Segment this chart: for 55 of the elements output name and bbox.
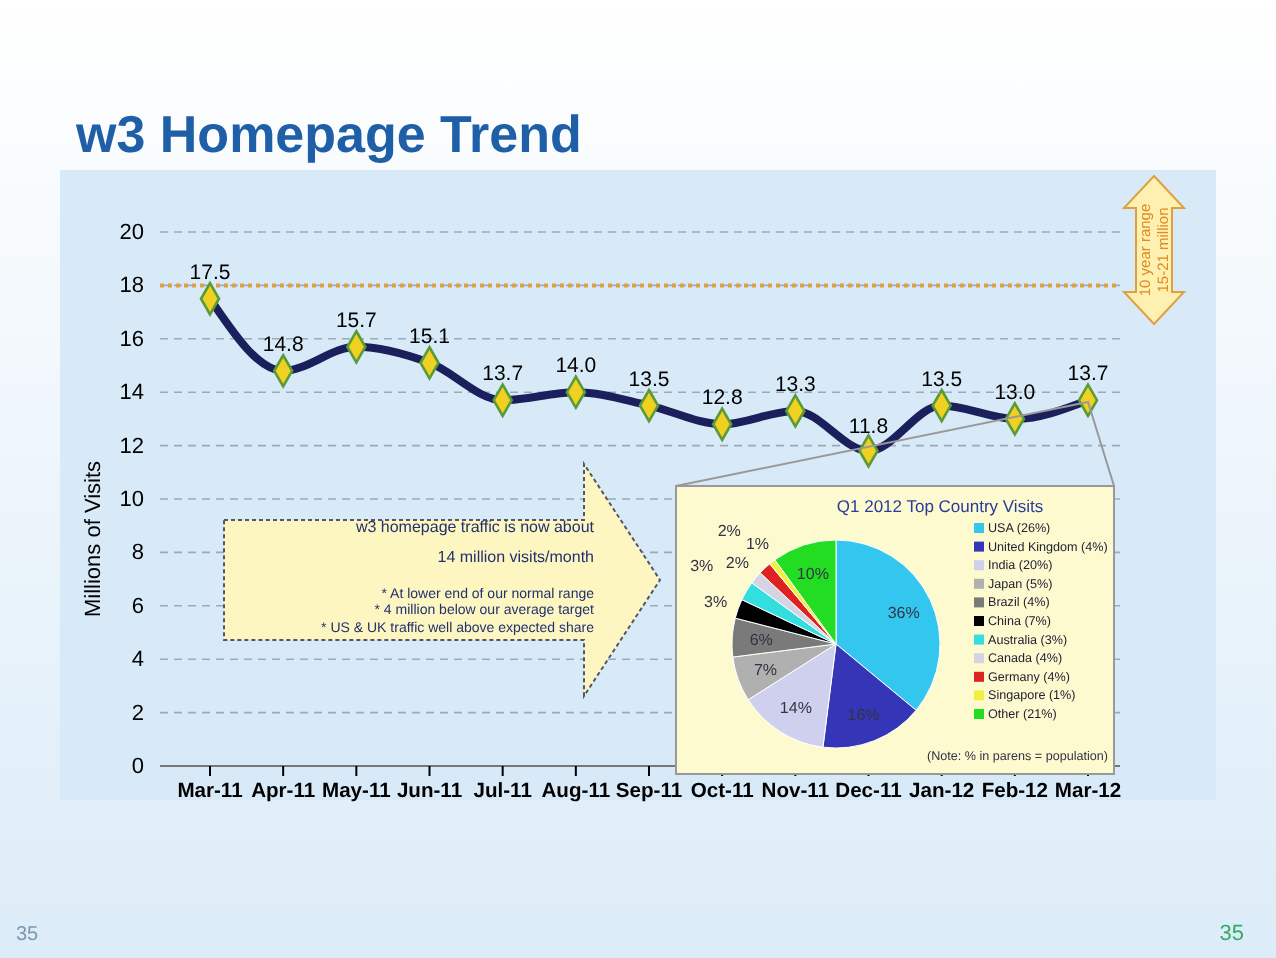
y-tick-label: 8 (131, 541, 144, 566)
x-tick-label: Dec-11 (835, 780, 903, 803)
data-label: 13.5 (921, 367, 963, 392)
data-label: 17.5 (189, 260, 231, 285)
text: 35 (16, 924, 40, 946)
y-tick-label: 6 (131, 594, 144, 619)
y-tick-label: 18 (119, 274, 144, 299)
y-tick-label: 12 (119, 434, 144, 459)
data-label: 7% (753, 661, 778, 680)
data-label: 14.8 (262, 332, 304, 357)
data-label: 10% (796, 564, 829, 583)
x-tick-label: May-11 (321, 780, 392, 803)
data-label: 16% (847, 705, 880, 724)
data-label: 14% (779, 699, 812, 718)
data-label: 3% (704, 592, 728, 611)
data-label: 13.3 (774, 372, 817, 397)
y-tick-label: 0 (131, 755, 144, 780)
data-label: 15.7 (335, 308, 378, 333)
data-label: 3% (690, 556, 714, 575)
x-tick-label: Jun-11 (396, 780, 463, 803)
data-label: 13.7 (482, 362, 524, 387)
data-label: 11.8 (848, 414, 889, 439)
data-label: 2% (717, 522, 741, 541)
y-tick-label: 4 (131, 648, 144, 673)
y-tick-label: 10 (119, 488, 144, 513)
annotation: 14 million visits/month (437, 548, 594, 566)
y-tick-label: 14 (119, 381, 144, 406)
annotation: w3 homepage traffic is now about (353, 518, 596, 536)
data-label: 14.0 (555, 354, 597, 379)
y-axis-title: Millions of Visits (82, 459, 106, 618)
data-label: 13.5 (628, 367, 670, 392)
y-tick-label: 16 (119, 327, 144, 352)
data-label: 15.1 (409, 324, 451, 349)
x-tick-label: Oct-11 (690, 780, 755, 803)
x-tick-label: Sep-11 (615, 780, 683, 803)
x-tick-label: Jan-12 (909, 780, 975, 803)
y-tick-label: 2 (131, 701, 144, 726)
x-tick-label: Aug-11 (541, 780, 611, 803)
data-label: 36% (887, 604, 920, 623)
x-tick-label: Nov-11 (761, 780, 830, 803)
x-tick-label: Apr-11 (251, 780, 316, 803)
data-label: 13.7 (1067, 362, 1109, 387)
data-label: 6% (749, 631, 773, 650)
y-tick-label: 20 (119, 221, 144, 246)
data-label: 1% (745, 534, 770, 553)
data-label: 2% (725, 554, 749, 573)
x-tick-label: Jul-11 (473, 780, 533, 803)
text: Q1 2012 Top Country Visits (836, 496, 1044, 516)
x-tick-label: Feb-12 (981, 780, 1049, 803)
data-label: 13.0 (994, 380, 1036, 405)
text: 35 (1219, 922, 1244, 946)
x-tick-label: Mar-12 (1054, 780, 1122, 803)
data-label: 12.8 (701, 386, 743, 411)
x-tick-label: Mar-11 (177, 780, 244, 803)
chart-title: w3 Homepage Trend (74, 104, 582, 164)
